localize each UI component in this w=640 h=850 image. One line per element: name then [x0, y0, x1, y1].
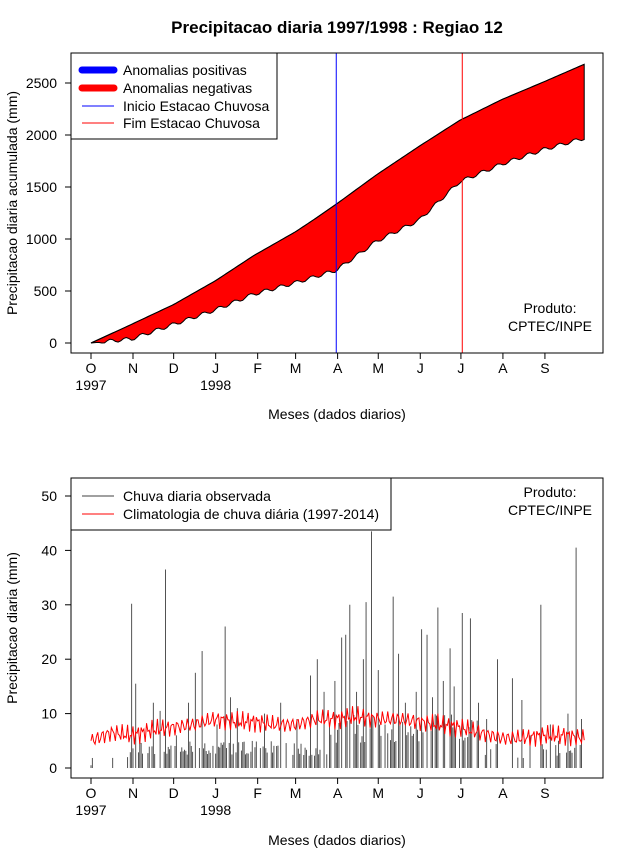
top-y-tick-label: 1500: [26, 179, 57, 195]
top-plot: 0 500 1000 1500 2000 2500 O N D J F M A M J J A S 1997 199…: [4, 52, 604, 422]
bottom-year-label: 1997: [75, 802, 106, 818]
top-x-tick-label: O: [86, 360, 97, 376]
bottom-x-tick-label: J: [417, 785, 424, 801]
top-x-axis-label: Meses (dados diarios): [268, 406, 406, 422]
top-y-tick-label: 2000: [26, 127, 57, 143]
bottom-x-tick-label: S: [540, 785, 549, 801]
top-credit-line-2: CPTEC/INPE: [508, 318, 592, 334]
legend-label-end: Fim Estacao Chuvosa: [123, 115, 260, 131]
top-legend: Anomalias positivas Anomalias negativas …: [70, 52, 278, 140]
bottom-year-label: 1998: [200, 802, 231, 818]
legend-label-observed: Chuva diaria observada: [123, 488, 271, 504]
top-x-tick-label: J: [417, 360, 424, 376]
top-y-tick-label: 1000: [26, 231, 57, 247]
top-x-tick-label: D: [169, 360, 179, 376]
top-y-axis: 0 500 1000 1500 2000 2500: [26, 75, 72, 351]
bottom-y-tick-label: 30: [41, 597, 57, 613]
top-x-tick-label: N: [128, 360, 138, 376]
top-x-tick-label: J: [212, 360, 219, 376]
bottom-y-axis-label: Precipitacao diaria (mm): [4, 552, 20, 704]
top-y-tick-label: 2500: [26, 75, 57, 91]
top-x-tick-label: F: [253, 360, 262, 376]
bottom-y-tick-label: 0: [49, 760, 57, 776]
bottom-x-tick-label: O: [86, 785, 97, 801]
bottom-plot: 0 10 20 30 40 50 O N D J F M A M J J A S 1997 1998 Precipi…: [4, 477, 604, 848]
bottom-x-axis: O N D J F M A M J J A S 1997 1998: [75, 777, 550, 818]
top-y-tick-label: 500: [34, 283, 58, 299]
bottom-x-tick-label: N: [128, 785, 138, 801]
climatology-cumulative-line: [90, 63, 585, 344]
top-x-tick-label: M: [290, 360, 302, 376]
bottom-y-tick-label: 20: [41, 651, 57, 667]
top-year-label: 1998: [200, 377, 231, 393]
top-y-tick-label: 0: [49, 335, 57, 351]
legend-label-climatology: Climatologia de chuva diária (1997-2014): [123, 506, 379, 522]
daily-rain-bars: [90, 531, 582, 768]
bottom-y-axis: 0 10 20 30 40 50: [41, 488, 72, 776]
rainy-season-lines: [335, 53, 463, 353]
bottom-x-tick-label: A: [498, 785, 508, 801]
bottom-credit-line-2: CPTEC/INPE: [508, 502, 592, 518]
climatology-line: [90, 706, 585, 747]
bottom-x-tick-label: A: [333, 785, 343, 801]
legend-label-start: Inicio Estacao Chuvosa: [123, 98, 270, 114]
top-year-label: 1997: [75, 377, 106, 393]
bottom-x-tick-label: J: [212, 785, 219, 801]
top-credit-line-1: Produto:: [524, 300, 577, 316]
top-x-tick-label: A: [498, 360, 508, 376]
top-x-tick-label: J: [457, 360, 464, 376]
bottom-credit-line-1: Produto:: [524, 484, 577, 500]
bottom-x-axis-label: Meses (dados diarios): [268, 832, 406, 848]
bottom-legend: Chuva diaria observada Climatologia de c…: [70, 477, 392, 531]
top-x-tick-label: M: [372, 360, 384, 376]
top-x-tick-label: S: [540, 360, 549, 376]
bottom-x-tick-label: D: [169, 785, 179, 801]
bottom-legend-box: [70, 477, 392, 531]
bottom-y-tick-label: 40: [41, 542, 57, 558]
bottom-y-tick-label: 50: [41, 488, 57, 504]
bottom-x-tick-label: M: [290, 785, 302, 801]
top-x-tick-label: A: [333, 360, 343, 376]
bottom-x-tick-label: J: [457, 785, 464, 801]
chart-title: Precipitacao diaria 1997/1998 : Regiao 1…: [171, 18, 503, 37]
legend-label-positive: Anomalias positivas: [123, 62, 247, 78]
legend-label-negative: Anomalias negativas: [123, 80, 252, 96]
anomaly-area: [90, 63, 585, 344]
bottom-x-tick-label: F: [253, 785, 262, 801]
bottom-y-tick-label: 10: [41, 706, 57, 722]
top-y-axis-label: Precipitacao diaria acumulada (mm): [4, 91, 20, 315]
bottom-x-tick-label: M: [372, 785, 384, 801]
top-x-axis: O N D J F M A M J J A S 1997 1998: [75, 352, 550, 393]
